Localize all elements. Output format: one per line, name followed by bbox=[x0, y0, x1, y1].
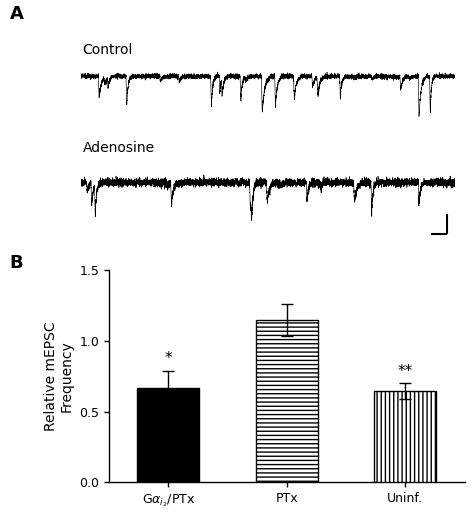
Text: Adenosine: Adenosine bbox=[82, 141, 155, 155]
Text: Control: Control bbox=[82, 43, 133, 57]
Text: *: * bbox=[164, 351, 172, 366]
Bar bbox=[137, 387, 199, 482]
Y-axis label: Relative mEPSC
Frequency: Relative mEPSC Frequency bbox=[44, 322, 74, 431]
Text: A: A bbox=[9, 5, 23, 23]
Bar bbox=[256, 320, 318, 482]
Bar bbox=[374, 391, 436, 482]
Text: B: B bbox=[9, 254, 23, 272]
Text: **: ** bbox=[398, 364, 413, 379]
